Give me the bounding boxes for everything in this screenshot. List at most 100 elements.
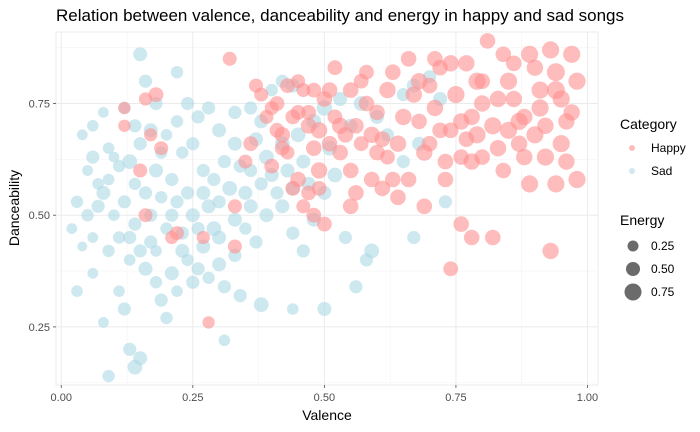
data-point-happy bbox=[563, 45, 581, 63]
data-point-sad bbox=[102, 244, 115, 258]
data-point-sad bbox=[112, 231, 126, 244]
data-point-sad bbox=[181, 186, 195, 200]
data-point-sad bbox=[149, 163, 163, 178]
data-point-sad bbox=[181, 96, 195, 111]
data-point-sad bbox=[233, 289, 247, 303]
data-point-happy bbox=[332, 144, 349, 161]
data-point-happy bbox=[463, 229, 480, 246]
data-point-sad bbox=[71, 285, 83, 298]
data-point-sad bbox=[98, 107, 109, 118]
data-point-happy bbox=[296, 83, 311, 98]
data-point-happy bbox=[495, 46, 512, 63]
x-tick-label: 0.00 bbox=[51, 392, 72, 404]
data-point-happy bbox=[542, 242, 559, 260]
data-point-happy bbox=[479, 33, 496, 49]
data-point-happy bbox=[542, 41, 560, 59]
data-point-sad bbox=[102, 369, 115, 383]
data-point-happy bbox=[463, 108, 480, 126]
data-point-happy bbox=[516, 108, 533, 126]
data-point-sad bbox=[165, 172, 179, 187]
data-point-sad bbox=[149, 276, 163, 289]
data-point-sad bbox=[133, 47, 148, 62]
energy-legend-title: Energy bbox=[620, 212, 664, 228]
data-point-sad bbox=[364, 243, 380, 259]
data-point-sad bbox=[286, 226, 300, 240]
data-point-sad bbox=[87, 232, 99, 243]
legend-energy-label-2: 0.50 bbox=[651, 262, 675, 276]
data-point-happy bbox=[474, 149, 491, 165]
data-point-happy bbox=[254, 87, 269, 102]
data-point-sad bbox=[117, 195, 131, 209]
data-point-happy bbox=[316, 91, 333, 107]
data-point-happy bbox=[321, 135, 338, 152]
data-point-sad bbox=[191, 110, 205, 124]
data-point-happy bbox=[369, 104, 385, 121]
data-point-happy bbox=[374, 131, 391, 147]
data-point-sad bbox=[265, 83, 278, 97]
data-point-sad bbox=[196, 163, 210, 178]
data-point-happy bbox=[489, 140, 507, 157]
data-point-sad bbox=[112, 159, 126, 173]
series-happy bbox=[118, 33, 586, 329]
legend-energy-medium bbox=[626, 262, 640, 276]
data-point-happy bbox=[385, 64, 401, 80]
data-point-sad bbox=[253, 297, 269, 312]
data-point-happy bbox=[437, 171, 454, 188]
data-point-sad bbox=[201, 199, 216, 214]
data-point-happy bbox=[389, 135, 407, 152]
y-axis-ticks: 0.25 0.50 0.75 bbox=[29, 98, 56, 334]
data-point-sad bbox=[171, 285, 183, 298]
data-point-happy bbox=[410, 73, 428, 90]
data-point-happy bbox=[348, 185, 364, 201]
category-legend: Category Happy Sad bbox=[620, 116, 686, 178]
data-point-sad bbox=[275, 199, 290, 214]
data-point-happy bbox=[358, 95, 375, 112]
data-point-happy bbox=[337, 127, 354, 143]
data-point-sad bbox=[102, 173, 115, 186]
data-point-happy bbox=[359, 64, 374, 80]
data-point-happy bbox=[416, 198, 433, 215]
data-point-sad bbox=[280, 163, 295, 178]
data-point-sad bbox=[327, 167, 343, 183]
data-point-sad bbox=[66, 223, 78, 235]
data-point-sad bbox=[113, 285, 125, 298]
data-point-sad bbox=[317, 302, 332, 316]
data-point-sad bbox=[185, 208, 200, 223]
data-point-happy bbox=[468, 126, 486, 144]
data-point-happy bbox=[516, 148, 533, 166]
x-axis-title: Valence bbox=[302, 407, 352, 423]
data-point-sad bbox=[296, 244, 310, 258]
data-point-happy bbox=[552, 135, 570, 153]
data-point-sad bbox=[212, 230, 227, 245]
data-point-happy bbox=[118, 119, 131, 132]
data-point-sad bbox=[160, 311, 173, 325]
data-point-sad bbox=[102, 142, 115, 154]
data-point-sad bbox=[138, 261, 153, 276]
data-point-happy bbox=[300, 118, 317, 134]
data-point-happy bbox=[390, 189, 406, 206]
data-point-sad bbox=[243, 199, 258, 214]
data-point-happy bbox=[238, 154, 253, 169]
data-point-sad bbox=[81, 209, 94, 222]
category-legend-title: Category bbox=[620, 116, 677, 132]
chart-title: Relation between valence, danceability a… bbox=[56, 6, 624, 25]
data-point-happy bbox=[411, 113, 427, 130]
data-point-happy bbox=[458, 55, 475, 72]
data-point-sad bbox=[186, 137, 200, 151]
data-point-sad bbox=[438, 195, 452, 209]
data-point-sad bbox=[196, 185, 211, 200]
data-point-happy bbox=[506, 55, 522, 72]
data-point-happy bbox=[118, 101, 131, 115]
data-point-happy bbox=[453, 149, 470, 165]
data-point-happy bbox=[306, 82, 322, 98]
data-point-happy bbox=[243, 136, 259, 152]
data-point-sad bbox=[160, 129, 173, 141]
data-point-happy bbox=[133, 163, 148, 178]
data-point-happy bbox=[348, 118, 364, 134]
data-point-sad bbox=[123, 342, 137, 356]
data-point-sad bbox=[122, 154, 138, 170]
data-point-happy bbox=[526, 126, 544, 144]
data-point-sad bbox=[202, 101, 216, 115]
data-point-happy bbox=[499, 121, 518, 139]
data-point-sad bbox=[333, 92, 348, 106]
